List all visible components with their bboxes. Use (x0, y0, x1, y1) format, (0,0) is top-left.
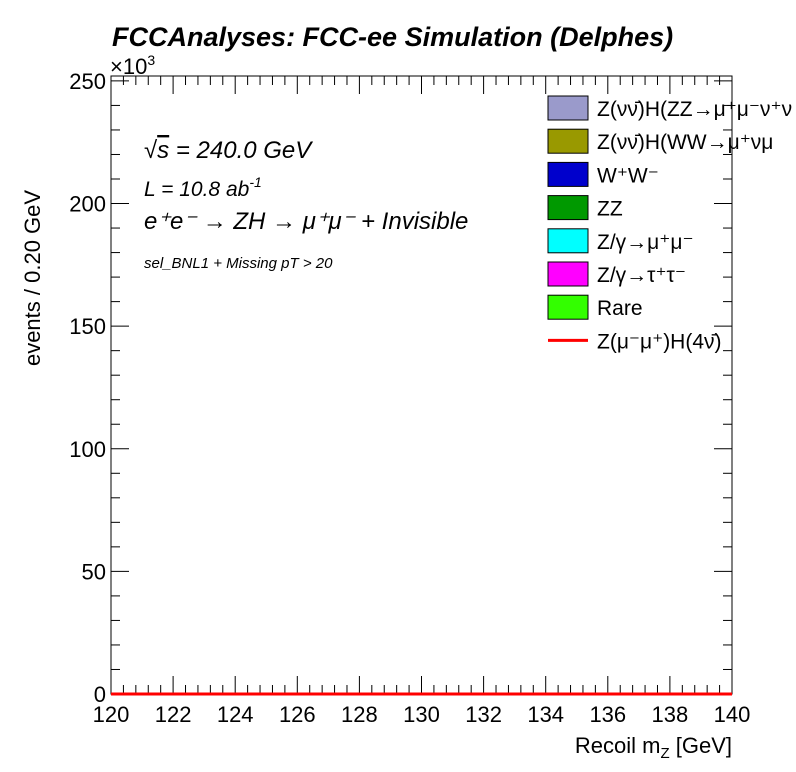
y-tick-label: 200 (69, 192, 106, 217)
x-tick-label: 124 (217, 702, 254, 727)
sqrt-s-annotation: √s = 240.0 GeV (144, 137, 313, 164)
legend-entry: Z(μ⁻μ⁺)H(4ν̄) (548, 330, 722, 353)
legend-label: Z/γ→μ⁺μ⁻ (597, 231, 694, 254)
legend-swatch (547, 95, 589, 121)
y-tick-label: 0 (94, 682, 106, 707)
legend-label: Z(νν̄)H(ZZ→μ⁺μ⁻ν⁺ν (597, 98, 792, 121)
legend: Z(νν̄)H(ZZ→μ⁺μ⁻ν⁺ν Z(νν̄)H(WW→μ⁺νμ W⁺W⁻ ZZ Z… (547, 95, 792, 353)
x-tick-label: 130 (403, 702, 440, 727)
y-tick-label: 250 (69, 69, 106, 94)
legend-label: ZZ (597, 198, 623, 221)
x-tick-label: 128 (341, 702, 378, 727)
legend-swatch (547, 195, 589, 221)
x-axis-label: Recoil mZ [GeV] (575, 733, 732, 762)
legend-entry: Z(νν̄)H(ZZ→μ⁺μ⁻ν⁺ν (547, 95, 792, 121)
legend-label: Z/γ→τ⁺τ⁻ (597, 264, 686, 287)
selection-annotation: sel_BNL1 + Missing pT > 20 (144, 255, 333, 272)
x-tick-label: 120 (93, 702, 130, 727)
legend-swatch (547, 228, 589, 254)
x-tick-label: 122 (155, 702, 192, 727)
process-annotation: e⁺e⁻ → ZH → μ⁺μ⁻ + Invisible (144, 208, 468, 235)
legend-entry: W⁺W⁻ (547, 161, 659, 187)
legend-swatch (547, 294, 589, 320)
y-axis-label: events / 0.20 GeV (20, 190, 45, 366)
legend-label: Rare (597, 297, 643, 320)
legend-entry: Z/γ→μ⁺μ⁻ (547, 228, 694, 254)
y-tick-label: 100 (69, 437, 106, 462)
y-tick-label: 150 (69, 314, 106, 339)
x-tick-label: 134 (527, 702, 564, 727)
legend-label: Z(μ⁻μ⁺)H(4ν̄) (597, 330, 722, 353)
legend-label: W⁺W⁻ (597, 164, 659, 187)
legend-entries: Z(νν̄)H(ZZ→μ⁺μ⁻ν⁺ν Z(νν̄)H(WW→μ⁺νμ W⁺W⁻ ZZ Z… (547, 95, 792, 353)
legend-swatch (547, 261, 589, 287)
legend-entry: Z(νν̄)H(WW→μ⁺νμ (547, 128, 773, 154)
x-tick-label: 138 (652, 702, 689, 727)
x-tick-label: 132 (465, 702, 502, 727)
x-tick-label: 140 (714, 702, 751, 727)
legend-label: Z(νν̄)H(WW→μ⁺νμ (597, 131, 773, 154)
x-tick-label: 136 (589, 702, 626, 727)
legend-entry: ZZ (547, 195, 623, 221)
legend-swatch (547, 128, 589, 154)
luminosity-annotation: L = 10.8 ab-1 (144, 174, 262, 201)
legend-swatch (547, 161, 589, 187)
annotation-block: √s = 240.0 GeV L = 10.8 ab-1 e⁺e⁻ → ZH →… (144, 137, 468, 272)
y-exponent-label: ×103 (110, 52, 155, 79)
legend-entry: Z/γ→τ⁺τ⁻ (547, 261, 686, 287)
x-tick-label: 126 (279, 702, 316, 727)
chart-title: FCCAnalyses: FCC-ee Simulation (Delphes) (112, 22, 673, 52)
legend-entry: Rare (547, 294, 643, 320)
x-ticks: 120 122 124 126 128 130 132 134 136 138 140 (93, 76, 751, 727)
y-tick-label: 50 (82, 559, 106, 584)
